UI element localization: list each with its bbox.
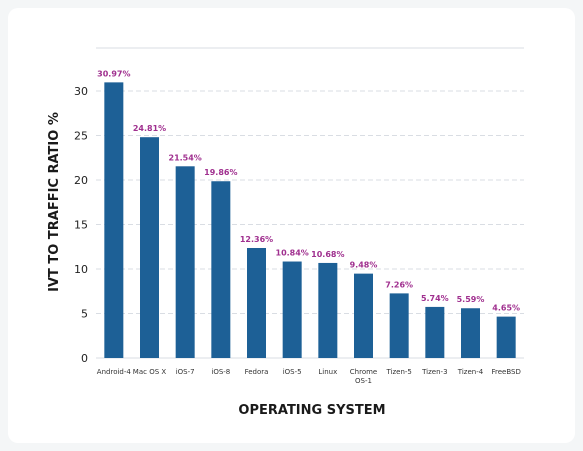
bar — [389, 293, 409, 358]
x-tick-label: Fedora — [245, 368, 269, 376]
bar — [175, 166, 195, 358]
x-tick-label: Chrome OS-1 — [350, 368, 377, 385]
x-tick-label: Mac OS X — [133, 368, 167, 376]
data-label: 5.74% — [421, 294, 449, 303]
data-label: 24.81% — [133, 124, 166, 133]
bar — [496, 316, 516, 358]
data-labels: 30.97% 24.81% 21.54%19.86% 12.36%10.84% 10.6… — [97, 69, 520, 312]
x-tick-label: Android-4 — [97, 368, 132, 376]
x-tick-label: Tizen-4 — [457, 368, 484, 376]
data-label: 21.54% — [169, 153, 202, 162]
y-tick-label: 30 — [74, 85, 88, 98]
data-label: 12.36% — [240, 235, 273, 244]
bar — [354, 273, 373, 358]
data-label: 19.86% — [204, 168, 237, 177]
bar — [140, 137, 159, 358]
x-tick-label: Tizen-5 — [385, 368, 411, 376]
bar — [247, 247, 266, 358]
gridlines — [96, 90, 524, 359]
chart-card — [8, 8, 575, 443]
data-label: 4.65% — [492, 304, 520, 313]
data-label: 10.84% — [276, 249, 309, 258]
x-tick-label: FreeBSD — [491, 368, 520, 376]
y-tick-label: 20 — [74, 174, 88, 187]
y-tick-label: 0 — [81, 352, 88, 365]
bars — [104, 82, 516, 358]
x-tick-label: Tizen-3 — [421, 368, 447, 376]
x-axis-title: OPERATING SYSTEM — [238, 403, 385, 418]
y-tick-label: 10 — [74, 263, 88, 276]
bar — [282, 261, 302, 358]
data-label: 9.48% — [350, 261, 378, 270]
y-axis-title: IVT TO TRAFFIC RATIO % — [47, 112, 62, 292]
bar — [318, 262, 338, 358]
data-label: 30.97% — [97, 69, 130, 78]
x-tick-label: iOS-7 — [176, 368, 195, 376]
bar — [211, 181, 231, 358]
bar — [425, 306, 445, 358]
x-tick-label: iOS-8 — [211, 368, 230, 376]
x-tick-label: Linux — [318, 368, 337, 376]
x-tick-label: iOS-5 — [283, 368, 302, 376]
data-label: 7.26% — [385, 280, 413, 289]
y-tick-labels: 0 5 10 15 20 25 30 — [74, 85, 88, 365]
y-tick-label: 15 — [74, 219, 88, 232]
bar — [461, 308, 480, 358]
x-tick-labels: Android-4 Mac OS X iOS-7 iOS-8 Fedora iOS-5 Li… — [97, 368, 521, 385]
y-tick-label: 25 — [74, 130, 88, 143]
data-label: 10.68% — [311, 250, 344, 259]
data-label: 5.59% — [457, 295, 485, 304]
bar — [104, 82, 124, 358]
y-tick-label: 5 — [81, 308, 88, 321]
